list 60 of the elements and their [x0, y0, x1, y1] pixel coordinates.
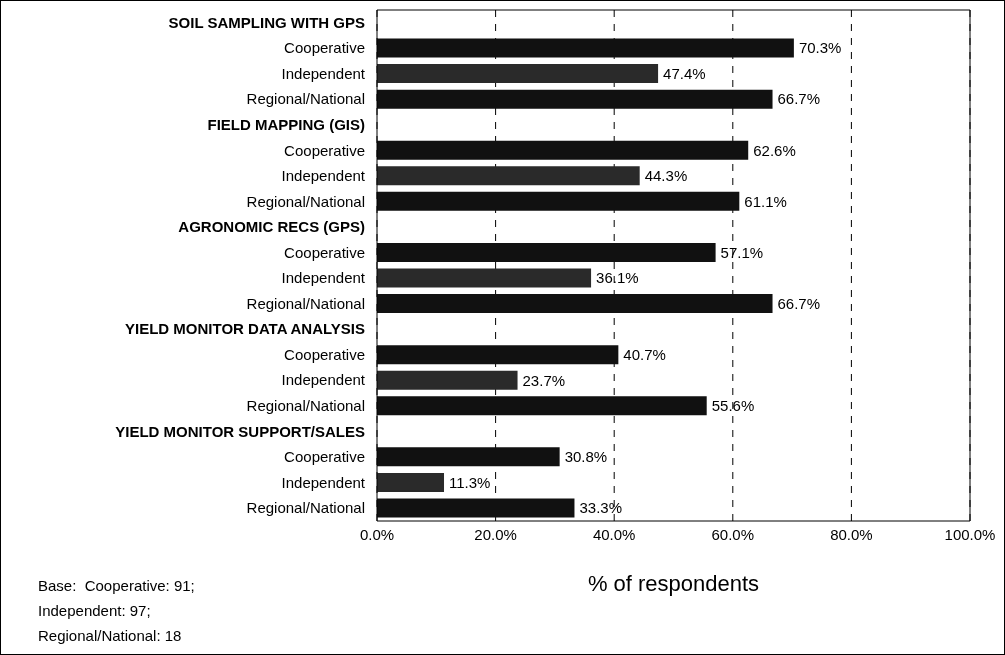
- y-tick-label: Cooperative: [284, 448, 365, 466]
- data-label: 11.3%: [449, 473, 491, 491]
- bar: [377, 370, 518, 390]
- y-tick-label: Regional/National: [246, 90, 365, 108]
- y-tick-label: Independent: [281, 64, 366, 82]
- y-tick-label: FIELD MAPPING (GIS): [207, 115, 365, 133]
- y-tick-label: Independent: [281, 473, 366, 491]
- x-tick-label: 40.0%: [592, 525, 636, 543]
- data-label: 23.7%: [522, 371, 566, 389]
- data-label: 62.6%: [753, 141, 796, 159]
- y-tick-label: Regional/National: [246, 499, 365, 517]
- y-tick-label: SOIL SAMPLING WITH GPS: [168, 13, 365, 31]
- y-tick-label: Cooperative: [284, 141, 365, 159]
- y-tick-label: Independent: [281, 371, 366, 389]
- y-tick-label: Regional/National: [246, 397, 365, 415]
- data-label: 40.7%: [623, 345, 666, 363]
- data-label: 47.4%: [663, 64, 706, 82]
- x-axis-title: % of respondents: [587, 571, 760, 596]
- y-tick-label: Regional/National: [246, 192, 365, 210]
- y-tick-label: YIELD MONITOR SUPPORT/SALES: [115, 422, 365, 440]
- bar: [377, 242, 716, 262]
- bar: [377, 64, 659, 84]
- bar: [377, 140, 749, 160]
- text: Regional/National: 18: [38, 626, 183, 646]
- bar: [377, 447, 560, 467]
- x-tick-label: 60.0%: [711, 525, 755, 543]
- bar: [377, 89, 773, 109]
- y-tick-label: Cooperative: [284, 243, 365, 261]
- bar: [377, 38, 794, 58]
- x-tick-label: 20.0%: [474, 525, 517, 543]
- bar: [377, 396, 707, 416]
- y-tick-label: Regional/National: [246, 294, 365, 312]
- data-label: 70.3%: [798, 39, 842, 57]
- bar: [377, 268, 592, 288]
- y-tick-label: AGRONOMIC RECS (GPS): [178, 218, 365, 236]
- text: Independent: 97;: [38, 601, 152, 621]
- text: Base: Cooperative: 91;: [38, 576, 195, 596]
- y-tick-label: Independent: [281, 269, 366, 287]
- data-label: 57.1%: [720, 243, 764, 261]
- data-label: 30.8%: [564, 448, 608, 466]
- data-label: 36.1%: [596, 269, 639, 287]
- data-label: 61.1%: [744, 192, 787, 210]
- data-label: 55.6%: [711, 397, 755, 415]
- bar: [377, 166, 640, 186]
- y-tick-label: Independent: [281, 167, 366, 185]
- x-tick-label: 80.0%: [830, 525, 873, 543]
- y-tick-label: Cooperative: [284, 39, 365, 57]
- y-tick-label: Cooperative: [284, 345, 365, 363]
- data-label: 66.7%: [777, 90, 821, 108]
- data-label: 66.7%: [777, 294, 821, 312]
- x-tick-label: 100.0%: [944, 525, 996, 543]
- data-label: 44.3%: [644, 167, 688, 185]
- bar: [377, 191, 740, 211]
- bar: [377, 472, 445, 492]
- bar: [377, 345, 619, 365]
- data-label: 33.3%: [579, 499, 623, 517]
- x-tick-label: 0.0%: [359, 525, 395, 543]
- bar: [377, 294, 773, 314]
- y-tick-label: YIELD MONITOR DATA ANALYSIS: [124, 320, 365, 338]
- bar: [377, 498, 575, 518]
